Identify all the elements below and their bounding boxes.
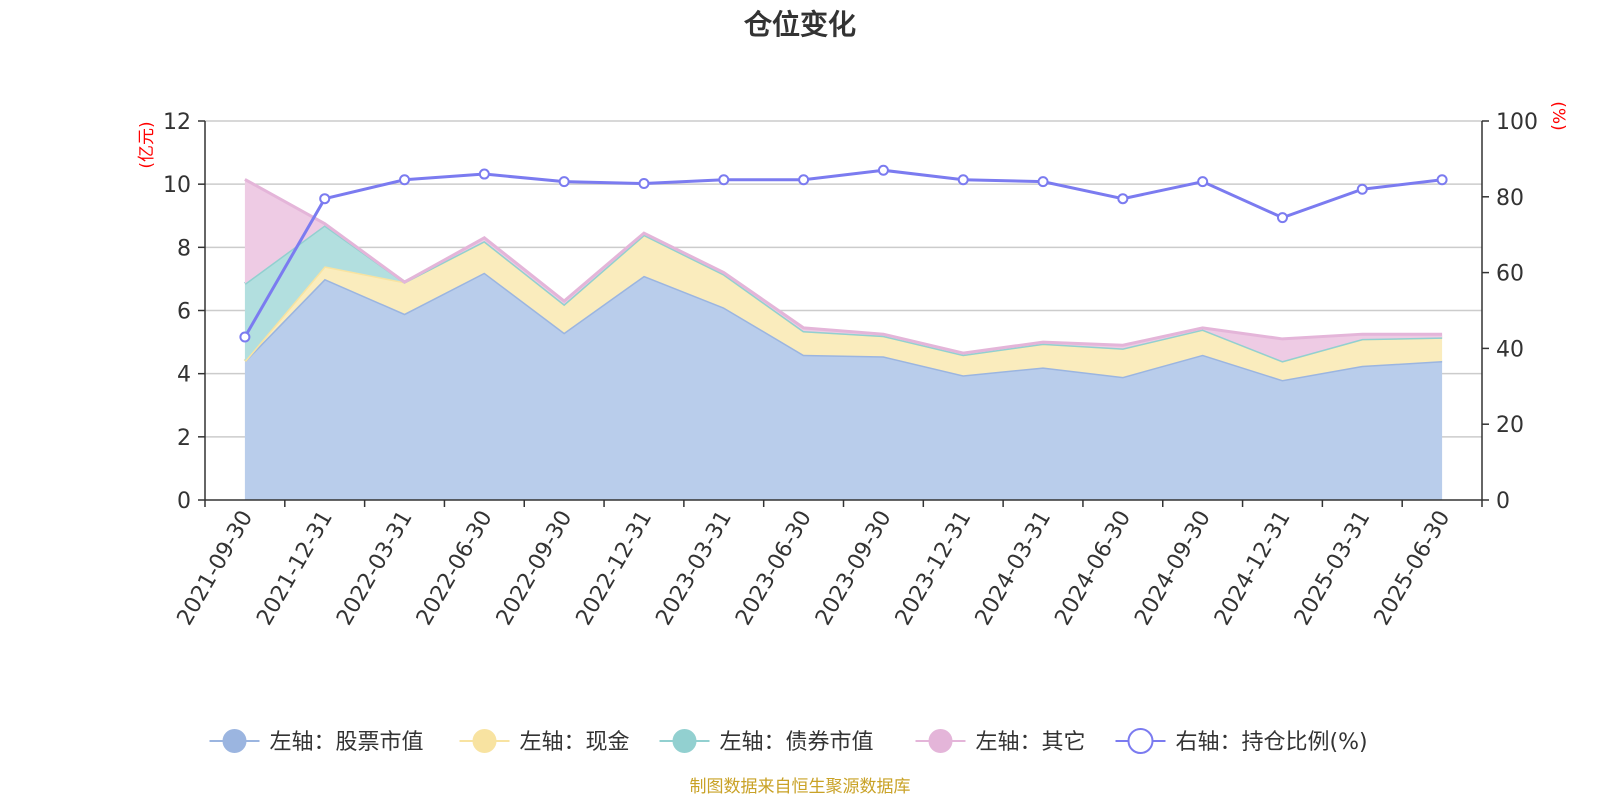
data-point — [399, 174, 411, 186]
legend-item[interactable]: 左轴：股票市值 — [209, 729, 424, 755]
left-tick-label: 6 — [177, 300, 191, 325]
legend-marker — [222, 729, 247, 753]
data-point — [638, 178, 650, 190]
legend-label: 左轴：现金 — [520, 730, 630, 755]
legend-item[interactable]: 右轴：持仓比例(%) — [1115, 728, 1368, 755]
left-tick-label: 0 — [177, 489, 191, 514]
right-tick-label: 0 — [1496, 489, 1510, 514]
right-tick-label: 60 — [1496, 262, 1524, 287]
legend-label: 右轴：持仓比例(%) — [1176, 730, 1368, 755]
right-tick-label: 20 — [1496, 413, 1524, 438]
legend-marker — [1127, 728, 1154, 754]
left-axis-unit: (亿元) — [137, 121, 157, 168]
line-series — [239, 164, 1448, 343]
data-point — [1436, 174, 1448, 186]
legend-item[interactable]: 左轴：债券市值 — [659, 729, 874, 755]
x-tick-label: 2025-03-31 — [1290, 507, 1376, 630]
data-point — [1197, 176, 1209, 188]
right-tick-label: 100 — [1496, 110, 1538, 135]
legend-item[interactable]: 左轴：其它 — [915, 729, 1086, 755]
left-tick-label: 8 — [177, 236, 191, 261]
x-tick-label: 2023-09-30 — [811, 507, 897, 630]
data-point — [957, 174, 969, 186]
right-tick-label: 80 — [1496, 186, 1524, 211]
data-point — [1117, 193, 1129, 205]
x-tick-label: 2025-06-30 — [1370, 507, 1456, 630]
data-point — [1276, 212, 1288, 224]
area-line — [244, 178, 1443, 355]
legend-item[interactable]: 左轴：现金 — [459, 729, 630, 755]
data-point — [319, 193, 331, 205]
x-tick-label: 2024-09-30 — [1130, 507, 1216, 630]
x-tick-label: 2021-12-31 — [252, 507, 338, 630]
x-tick-label: 2023-12-31 — [891, 507, 977, 630]
data-point — [239, 331, 251, 343]
right-axis-unit: (%) — [1548, 101, 1568, 130]
left-tick-label: 10 — [163, 173, 191, 198]
legend-marker — [472, 729, 497, 753]
right-tick-label: 40 — [1496, 337, 1524, 362]
data-point — [798, 174, 810, 186]
x-tick-label: 2022-03-31 — [332, 507, 418, 630]
x-tick-label: 2022-06-30 — [412, 507, 498, 630]
x-tick-label: 2022-09-30 — [492, 507, 578, 630]
area-fill — [244, 179, 1443, 362]
left-tick-label: 2 — [177, 426, 191, 451]
x-tick-label: 2022-12-31 — [572, 507, 658, 630]
data-point — [1037, 176, 1049, 188]
left-tick-label: 12 — [163, 110, 191, 135]
area-series — [243, 178, 1443, 500]
data-point — [1356, 183, 1368, 195]
legend-label: 左轴：股票市值 — [270, 730, 424, 755]
x-tick-label: 2023-03-31 — [651, 507, 737, 630]
area-fill — [244, 272, 1443, 500]
x-tick-label: 2024-06-30 — [1050, 507, 1136, 630]
position-ratio-line — [243, 168, 1443, 338]
legend-marker — [672, 729, 697, 753]
left-tick-label: 4 — [177, 363, 191, 388]
chart-title: 仓位变化 — [744, 8, 856, 41]
legend: 左轴：股票市值 左轴：现金 左轴：债券市值 左轴：其它 右轴：持仓比例(%) — [209, 728, 1368, 755]
data-source-note: 制图数据来自恒生聚源数据库 — [690, 777, 911, 797]
data-point — [558, 176, 570, 188]
legend-label: 左轴：债券市值 — [720, 730, 874, 755]
legend-label: 左轴：其它 — [976, 730, 1086, 755]
x-tick-label: 2023-06-30 — [731, 507, 817, 630]
x-tick-label: 2024-12-31 — [1210, 507, 1296, 630]
data-point — [877, 164, 889, 176]
data-point — [478, 168, 490, 180]
legend-marker — [928, 729, 953, 753]
x-tick-label: 2024-03-31 — [971, 507, 1057, 630]
data-point — [718, 174, 730, 186]
x-tick-label: 2021-09-30 — [173, 507, 259, 630]
